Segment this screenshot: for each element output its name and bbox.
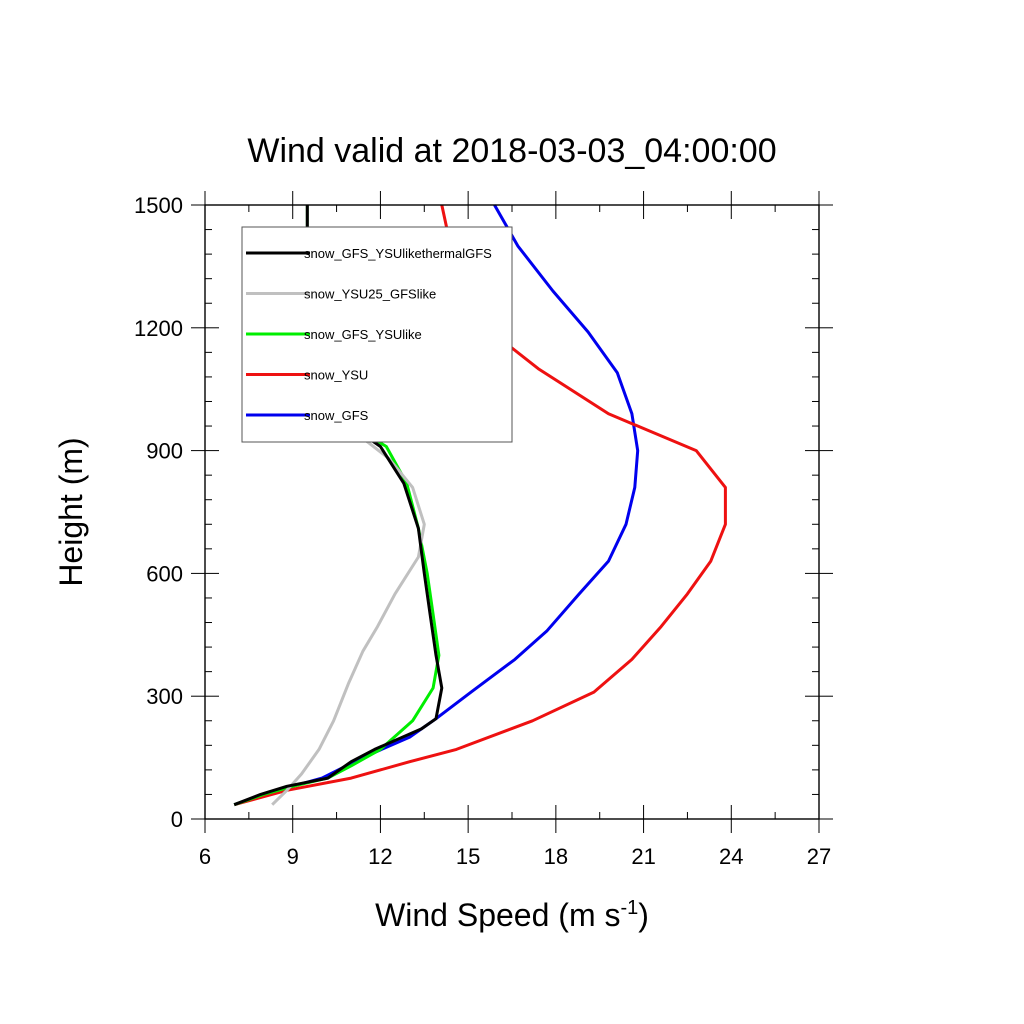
- legend-label: snow_YSU: [304, 368, 368, 383]
- y-tick-label: 1500: [134, 193, 183, 218]
- legend-label: snow_GFS: [304, 408, 369, 423]
- x-tick-label: 21: [631, 844, 655, 869]
- chart-title: Wind valid at 2018-03-03_04:00:00: [247, 132, 776, 170]
- x-tick-label: 27: [807, 844, 831, 869]
- x-tick-label: 18: [544, 844, 568, 869]
- x-tick-label: 24: [719, 844, 743, 869]
- y-tick-label: 600: [146, 561, 183, 586]
- legend-label: snow_GFS_YSUlikethermalGFS: [304, 246, 492, 261]
- x-axis-label-end: ): [638, 897, 649, 933]
- x-axis-label-text: Wind Speed (m s: [375, 897, 620, 933]
- x-tick-label: 6: [199, 844, 211, 869]
- axis-ticks: 6 9 12 15 18 21 24 27 0 300 600 900 1200 1500: [134, 191, 833, 869]
- x-tick-label: 15: [456, 844, 480, 869]
- y-tick-label: 900: [146, 439, 183, 464]
- x-tick-label: 9: [287, 844, 299, 869]
- y-tick-label: 1200: [134, 316, 183, 341]
- y-tick-label: 0: [171, 807, 183, 832]
- legend-label: snow_YSU25_GFSlike: [304, 287, 436, 302]
- legend: snow_GFS_YSUlikethermalGFS snow_YSU25_GFS…: [241, 226, 513, 443]
- legend-label: snow_GFS_YSUlike: [304, 327, 422, 342]
- plot-frame: [204, 204, 820, 820]
- x-tick-label: 12: [368, 844, 392, 869]
- x-axis-label: Wind Speed (m s-1): [375, 897, 649, 933]
- y-axis-label: Height (m): [53, 437, 89, 586]
- y-tick-label: 300: [146, 684, 183, 709]
- x-axis-label-sup: -1: [620, 897, 638, 919]
